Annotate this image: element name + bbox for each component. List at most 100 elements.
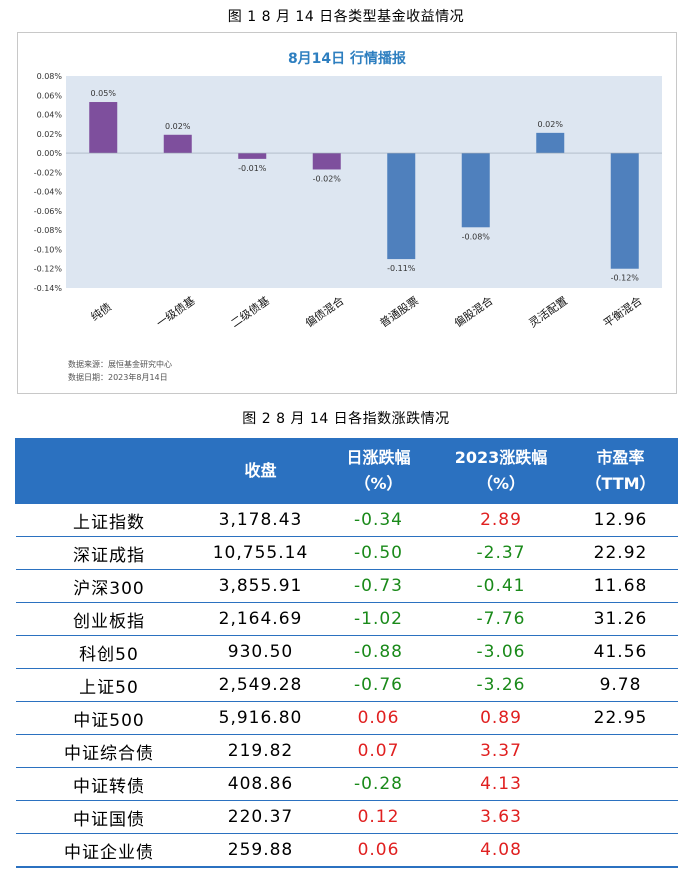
table-row: 中证国债 220.37 0.12 3.63: [15, 800, 678, 834]
category-label: 偏债混合: [302, 293, 346, 330]
data-label: 0.02%: [165, 122, 191, 131]
close-cell: 219.82: [202, 734, 319, 768]
pe-cell: 12.96: [563, 503, 678, 537]
table-row: 中证转债 408.86 -0.28 4.13: [15, 767, 678, 801]
figure-1-caption: 图 1 8 月 14 日各类型基金收益情况: [227, 9, 465, 25]
pe-cell: 11.68: [563, 569, 678, 603]
data-label: -0.01%: [238, 164, 267, 173]
index-name-cell: 深证成指: [15, 536, 203, 570]
pe-cell: 22.95: [563, 701, 678, 735]
day-change-cell: -0.28: [318, 767, 439, 801]
index-name-cell: 中证国债: [15, 800, 203, 834]
data-label: -0.02%: [313, 174, 342, 183]
data-label: 0.05%: [91, 89, 117, 98]
fund-return-bar-chart: 8月14日 行情播报 0.08% 0.06% 0.04% 0.02% 0.00% -0.02…: [34, 50, 662, 382]
index-name-cell: 中证转债: [15, 767, 203, 801]
ytd-change-cell: 0.89: [438, 701, 564, 735]
day-change-cell: 0.07: [318, 734, 439, 768]
y-tick-label: 0.04%: [37, 111, 63, 120]
category-label: 一级债基: [153, 293, 197, 330]
table-row: 中证500 5,916.80 0.06 0.89 22.95: [15, 701, 678, 735]
index-name-cell: 创业板指: [15, 602, 203, 636]
bar-0: [89, 102, 118, 154]
index-change-table: 收盘 日涨跌幅 （%） 2023涨跌幅 （%） 市盈率 （TTM） 上证指数 3,178…: [15, 438, 678, 868]
y-tick-label: -0.04%: [34, 188, 63, 197]
pe-cell: [563, 833, 678, 868]
ytd-change-cell: -3.26: [438, 668, 564, 702]
table-row: 深证成指 10,755.14 -0.50 -2.37 22.92: [15, 536, 678, 570]
ytd-change-cell: 2.89: [438, 503, 564, 537]
table-row: 沪深300 3,855.91 -0.73 -0.41 11.68: [15, 569, 678, 603]
table-row: 上证指数 3,178.43 -0.34 2.89 12.96: [15, 503, 678, 537]
index-name-cell: 中证500: [15, 701, 203, 735]
index-name-cell: 中证企业债: [15, 833, 203, 868]
y-tick-label: 0.02%: [37, 130, 63, 139]
close-cell: 3,178.43: [202, 503, 319, 537]
index-name-cell: 中证综合债: [15, 734, 203, 768]
pe-cell: 41.56: [563, 635, 678, 669]
day-change-cell: 0.06: [318, 701, 439, 735]
pe-cell: [563, 800, 678, 834]
close-cell: 220.37: [202, 800, 319, 834]
category-label: 普通股票: [377, 293, 421, 330]
category-label: 偏股混合: [451, 293, 495, 330]
category-label: 纯债: [88, 300, 114, 324]
data-label: 0.02%: [538, 120, 564, 129]
ytd-change-cell: -0.41: [438, 569, 564, 603]
pe-cell: 22.92: [563, 536, 678, 570]
day-change-cell: 0.12: [318, 800, 439, 834]
y-tick-label: -0.10%: [34, 245, 63, 254]
day-change-cell: 0.06: [318, 833, 439, 868]
bar-5: [461, 153, 490, 228]
day-change-cell: -0.76: [318, 668, 439, 702]
y-tick-label: -0.06%: [34, 207, 63, 216]
y-tick-label: -0.08%: [34, 226, 63, 235]
bar-3: [312, 153, 341, 170]
index-name-cell: 科创50: [15, 635, 203, 669]
category-label: 平衡混合: [600, 293, 644, 330]
close-cell: 408.86: [202, 767, 319, 801]
day-change-cell: -0.88: [318, 635, 439, 669]
close-cell: 5,916.80: [202, 701, 319, 735]
y-tick-label: 0.06%: [37, 91, 63, 100]
pe-cell: 9.78: [563, 668, 678, 702]
y-tick-label: 0.00%: [37, 149, 63, 158]
header-day-change: 日涨跌幅 （%）: [318, 438, 439, 504]
ytd-change-cell: 3.63: [438, 800, 564, 834]
close-cell: 3,855.91: [202, 569, 319, 603]
index-name-cell: 沪深300: [15, 569, 203, 603]
pe-cell: [563, 734, 678, 768]
header-ytd-change: 2023涨跌幅 （%）: [438, 438, 564, 504]
ytd-change-cell: -3.06: [438, 635, 564, 669]
bar-1: [163, 134, 192, 154]
day-change-cell: -1.02: [318, 602, 439, 636]
index-name-cell: 上证50: [15, 668, 203, 702]
table-header-row: 收盘 日涨跌幅 （%） 2023涨跌幅 （%） 市盈率 （TTM）: [15, 438, 678, 504]
header-pe: 市盈率 （TTM）: [563, 438, 678, 504]
ytd-change-cell: 3.37: [438, 734, 564, 768]
table-row: 科创50 930.50 -0.88 -3.06 41.56: [15, 635, 678, 669]
data-label: -0.08%: [462, 232, 491, 241]
category-label: 灵活配置: [526, 294, 569, 330]
y-tick-label: 0.08%: [37, 72, 63, 81]
close-cell: 10,755.14: [202, 536, 319, 570]
ytd-change-cell: 4.08: [438, 833, 564, 868]
close-cell: 930.50: [202, 635, 319, 669]
bar-2: [238, 153, 267, 159]
day-change-cell: -0.34: [318, 503, 439, 537]
day-change-cell: -0.50: [318, 536, 439, 570]
close-cell: 259.88: [202, 833, 319, 868]
day-change-cell: -0.73: [318, 569, 439, 603]
ytd-change-cell: 4.13: [438, 767, 564, 801]
y-tick-label: -0.02%: [34, 168, 63, 177]
table-row: 创业板指 2,164.69 -1.02 -7.76 31.26: [15, 602, 678, 636]
ytd-change-cell: -2.37: [438, 536, 564, 570]
plot-area: [66, 76, 662, 288]
bar-4: [387, 153, 416, 260]
y-tick-label: -0.14%: [34, 284, 63, 293]
ytd-change-cell: -7.76: [438, 602, 564, 636]
close-cell: 2,549.28: [202, 668, 319, 702]
category-label: 二级债基: [228, 293, 272, 330]
bar-6: [536, 132, 565, 154]
header-name: [15, 438, 203, 504]
